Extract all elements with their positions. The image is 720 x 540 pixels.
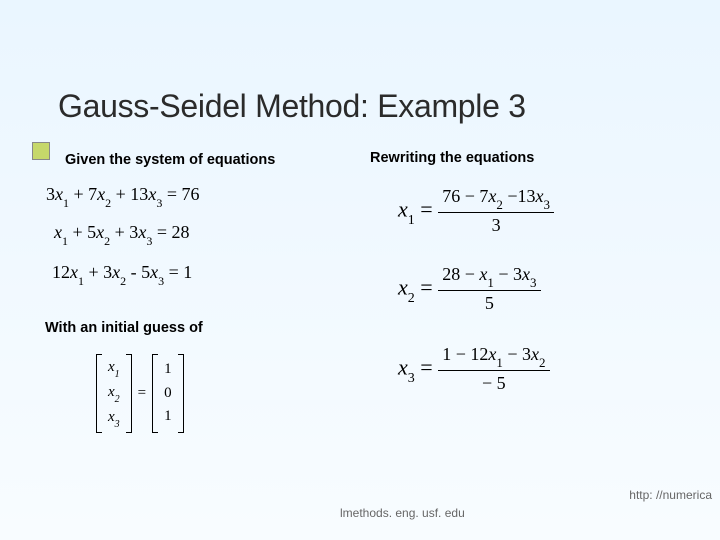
system-eq-1: 3x1 + 7x2 + 13x3 = 76	[46, 184, 199, 209]
rewrite-eq-1: x1 = 76 − 7x2 −13x3 3	[398, 186, 554, 237]
system-eq-3: 12x1 + 3x2 - 5x3 = 1	[52, 262, 192, 287]
footer-url-left: lmethods. eng. usf. edu	[340, 506, 465, 520]
rewrite-eq-2: x2 = 28 − x1 − 3x3 5	[398, 264, 541, 315]
slide-title-bar: Gauss-Seidel Method: Example 3	[36, 88, 526, 125]
title-bullet-square	[32, 142, 50, 160]
guess-val-2: 0	[164, 384, 172, 404]
footer-url-right: http: //numerica	[629, 488, 712, 502]
label-guess: With an initial guess of	[45, 320, 203, 336]
guess-val-1: 1	[164, 360, 172, 380]
initial-guess-matrix: x1 x2 x3 = 1 0 1	[96, 354, 184, 433]
guess-val-3: 1	[164, 407, 172, 427]
slide-title: Gauss-Seidel Method: Example 3	[58, 88, 526, 125]
label-given: Given the system of equations	[65, 152, 275, 168]
system-eq-2: x1 + 5x2 + 3x3 = 28	[54, 222, 189, 247]
rewrite-eq-3: x3 = 1 − 12x1 − 3x2 − 5	[398, 344, 550, 395]
label-rewrite: Rewriting the equations	[370, 150, 534, 166]
